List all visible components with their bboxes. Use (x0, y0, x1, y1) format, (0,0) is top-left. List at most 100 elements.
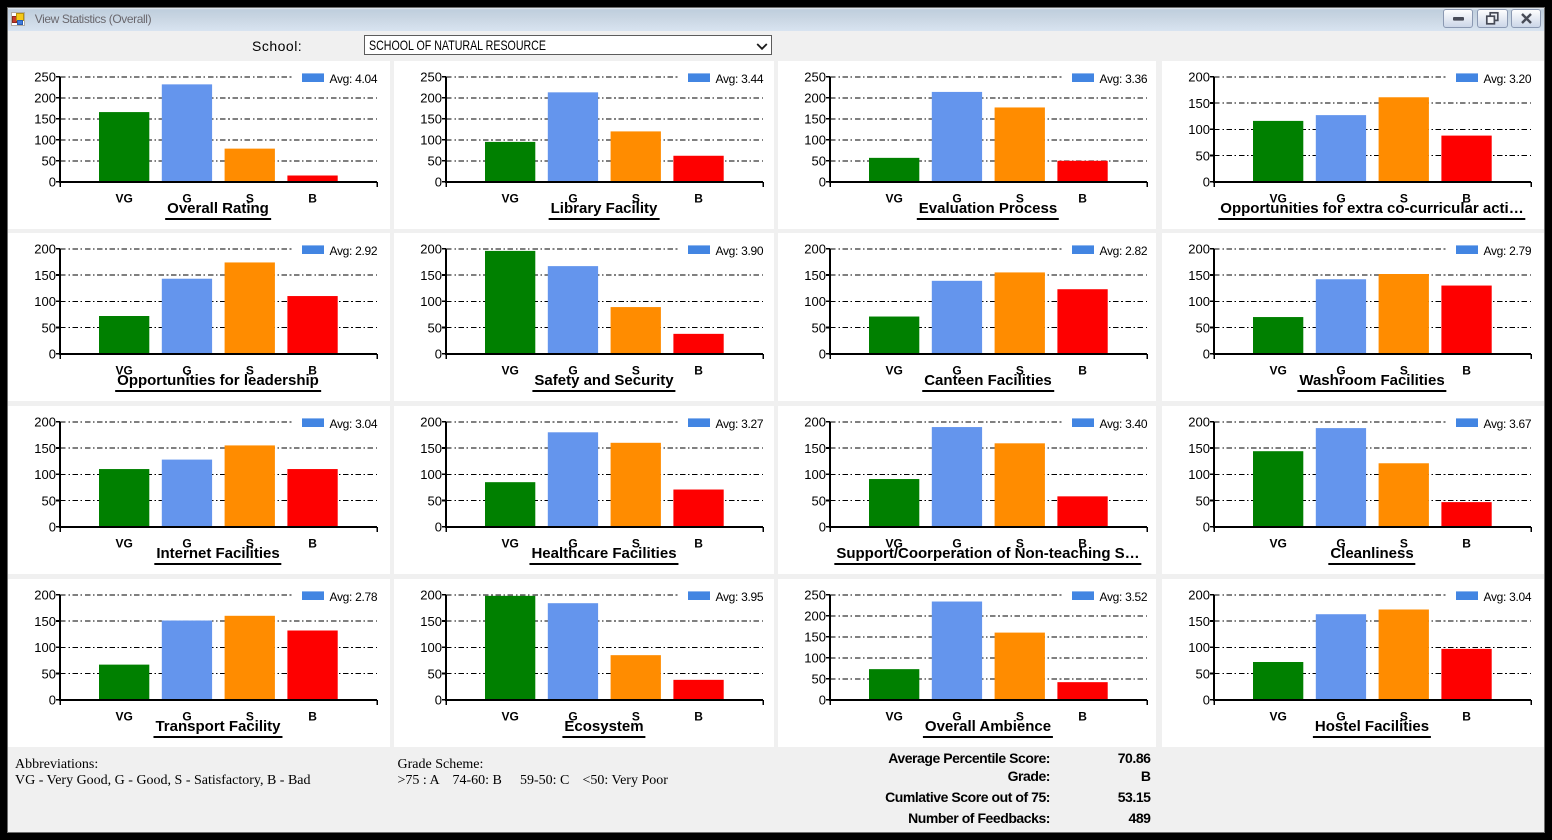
svg-text:G: G (182, 536, 191, 550)
svg-text:50: 50 (42, 493, 56, 508)
svg-text:200: 200 (420, 91, 442, 106)
svg-text:G: G (952, 536, 961, 550)
svg-text:B: B (308, 363, 317, 377)
svg-text:G: G (952, 191, 961, 205)
svg-text:G: G (568, 363, 577, 377)
svg-text:S: S (1400, 536, 1408, 550)
svg-text:Avg: 3.90: Avg: 3.90 (716, 244, 764, 258)
svg-text:50: 50 (812, 493, 826, 508)
svg-text:0: 0 (819, 347, 826, 362)
svg-text:B: B (694, 191, 703, 205)
svg-text:B: B (1078, 709, 1087, 723)
svg-text:0: 0 (49, 520, 56, 535)
svg-text:G: G (952, 363, 961, 377)
svg-text:S: S (1400, 709, 1408, 723)
svg-text:200: 200 (804, 242, 826, 257)
svg-text:VG: VG (886, 536, 903, 550)
svg-text:G: G (1336, 363, 1345, 377)
svg-text:50: 50 (42, 320, 56, 335)
svg-text:200: 200 (34, 91, 56, 106)
svg-text:100: 100 (804, 294, 826, 309)
svg-text:250: 250 (804, 70, 826, 85)
svg-text:VG: VG (116, 191, 133, 205)
svg-text:50: 50 (428, 320, 442, 335)
svg-text:S: S (1400, 363, 1408, 377)
svg-text:100: 100 (804, 651, 826, 666)
svg-text:0: 0 (819, 520, 826, 535)
svg-text:0: 0 (435, 175, 442, 190)
svg-text:50: 50 (1196, 148, 1210, 163)
svg-text:100: 100 (1188, 122, 1210, 137)
svg-text:VG: VG (502, 363, 519, 377)
svg-text:VG: VG (1270, 363, 1287, 377)
svg-text:0: 0 (49, 693, 56, 708)
svg-text:150: 150 (420, 268, 442, 283)
svg-text:0: 0 (1203, 520, 1210, 535)
svg-text:S: S (1016, 536, 1024, 550)
svg-text:150: 150 (1188, 268, 1210, 283)
svg-text:VG: VG (1270, 536, 1287, 550)
svg-text:100: 100 (1188, 467, 1210, 482)
svg-text:B: B (1462, 709, 1471, 723)
svg-text:S: S (246, 363, 254, 377)
svg-text:150: 150 (34, 441, 56, 456)
svg-text:VG: VG (116, 363, 133, 377)
svg-text:VG: VG (502, 191, 519, 205)
svg-text:B: B (694, 363, 703, 377)
svg-text:B: B (1078, 536, 1087, 550)
svg-text:S: S (632, 363, 640, 377)
svg-text:150: 150 (34, 112, 56, 127)
svg-text:S: S (632, 709, 640, 723)
svg-text:0: 0 (1203, 347, 1210, 362)
svg-text:0: 0 (49, 347, 56, 362)
svg-text:Avg: 3.95: Avg: 3.95 (716, 590, 764, 604)
svg-text:G: G (182, 709, 191, 723)
svg-text:0: 0 (1203, 693, 1210, 708)
svg-text:50: 50 (1196, 666, 1210, 681)
svg-text:G: G (182, 363, 191, 377)
svg-text:150: 150 (420, 441, 442, 456)
svg-text:200: 200 (34, 588, 56, 603)
svg-text:200: 200 (804, 609, 826, 624)
svg-text:200: 200 (1188, 588, 1210, 603)
svg-text:250: 250 (420, 70, 442, 85)
svg-text:200: 200 (420, 242, 442, 257)
svg-text:250: 250 (34, 70, 56, 85)
svg-text:100: 100 (1188, 294, 1210, 309)
svg-text:0: 0 (1203, 175, 1210, 190)
svg-text:G: G (568, 536, 577, 550)
svg-text:0: 0 (819, 175, 826, 190)
svg-text:50: 50 (1196, 493, 1210, 508)
svg-text:Avg: 3.36: Avg: 3.36 (1100, 72, 1148, 86)
svg-text:50: 50 (42, 154, 56, 169)
svg-text:100: 100 (804, 133, 826, 148)
svg-text:100: 100 (34, 640, 56, 655)
svg-text:150: 150 (804, 112, 826, 127)
svg-text:200: 200 (1188, 415, 1210, 430)
svg-text:VG: VG (116, 536, 133, 550)
svg-text:150: 150 (1188, 441, 1210, 456)
svg-text:100: 100 (420, 467, 442, 482)
svg-text:50: 50 (428, 666, 442, 681)
svg-text:B: B (1078, 363, 1087, 377)
svg-text:50: 50 (1196, 320, 1210, 335)
svg-text:VG: VG (1270, 709, 1287, 723)
svg-text:Avg: 2.78: Avg: 2.78 (330, 590, 378, 604)
svg-text:Avg: 2.82: Avg: 2.82 (1100, 244, 1148, 258)
svg-text:Avg: 2.79: Avg: 2.79 (1484, 244, 1532, 258)
svg-text:G: G (182, 191, 191, 205)
svg-text:B: B (694, 536, 703, 550)
svg-text:100: 100 (34, 133, 56, 148)
svg-text:VG: VG (116, 709, 133, 723)
svg-text:S: S (1016, 191, 1024, 205)
svg-text:250: 250 (804, 588, 826, 603)
svg-text:S: S (246, 709, 254, 723)
svg-text:200: 200 (420, 415, 442, 430)
svg-text:Avg: 2.92: Avg: 2.92 (330, 244, 378, 258)
svg-text:50: 50 (812, 320, 826, 335)
svg-text:200: 200 (1188, 70, 1210, 85)
svg-text:Avg: 3.27: Avg: 3.27 (716, 417, 764, 431)
svg-text:100: 100 (34, 467, 56, 482)
svg-text:VG: VG (502, 709, 519, 723)
svg-text:150: 150 (420, 112, 442, 127)
